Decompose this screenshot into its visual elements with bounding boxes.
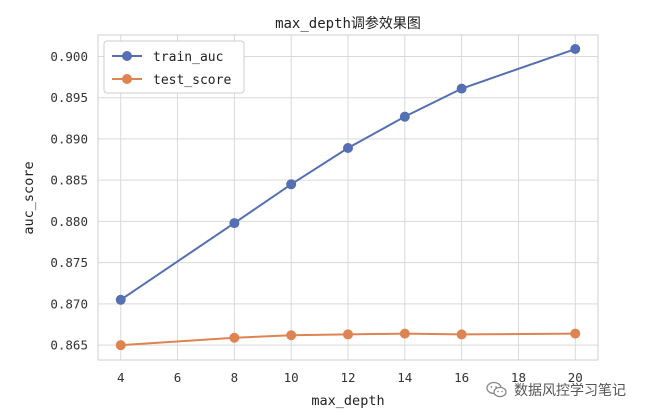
y-tick-label: 0.900: [50, 49, 88, 64]
legend: train_auc test_score: [103, 40, 245, 94]
y-tick-label: 0.870: [50, 296, 88, 311]
data-point-test_score: [229, 332, 240, 343]
y-tick-label: 0.885: [50, 173, 88, 188]
data-point-train_auc: [286, 179, 297, 190]
data-point-train_auc: [456, 83, 467, 94]
data-point-test_score: [343, 329, 353, 340]
data-point-train_auc: [229, 218, 240, 229]
y-tick-label: 0.880: [50, 214, 88, 229]
legend-marker-test-score: [122, 74, 132, 84]
legend-marker-train-auc: [122, 51, 132, 61]
data-point-test_score: [115, 340, 126, 351]
x-tick-label: 8: [231, 370, 239, 385]
data-point-test_score: [456, 329, 467, 340]
x-tick-label: 10: [284, 370, 299, 385]
watermark-text: 数据风控学习笔记: [514, 383, 626, 399]
wechat-icon: [486, 381, 507, 398]
data-point-test_score: [286, 330, 297, 341]
x-axis-label: max_depth: [311, 393, 384, 409]
y-tick-label: 0.895: [50, 90, 88, 105]
chart-title: max_depth调参效果图: [275, 15, 421, 32]
y-tick-label: 0.865: [50, 338, 88, 353]
x-tick-label: 18: [511, 370, 526, 385]
grid: [98, 35, 598, 360]
data-point-train_auc: [570, 44, 581, 55]
x-tick-label: 4: [117, 370, 125, 385]
legend-label-train-auc: train_auc: [153, 50, 223, 65]
watermark: 数据风控学习笔记: [486, 378, 626, 402]
data-point-train_auc: [399, 111, 410, 122]
ticks: 4 6 8 10 12 14 16 18 20 0.865 0.870 0.875 0.880 0.885…: [50, 49, 582, 385]
data-point-train_auc: [343, 143, 353, 154]
y-tick-label: 0.875: [50, 255, 88, 270]
legend-label-test-score: test_score: [153, 73, 231, 88]
plot-frame: [97, 34, 599, 361]
x-tick-label: 16: [454, 370, 469, 385]
data-point-test_score: [570, 328, 581, 339]
y-tick-label: 0.890: [50, 131, 88, 146]
y-axis-label: auc_score: [21, 161, 37, 234]
data-point-train_auc: [115, 294, 126, 305]
data-point-test_score: [399, 328, 410, 339]
x-tick-label: 6: [174, 370, 182, 385]
series-group: [115, 44, 581, 351]
x-tick-label: 12: [340, 370, 355, 385]
x-tick-label: 20: [568, 370, 583, 385]
x-tick-label: 14: [397, 370, 412, 385]
